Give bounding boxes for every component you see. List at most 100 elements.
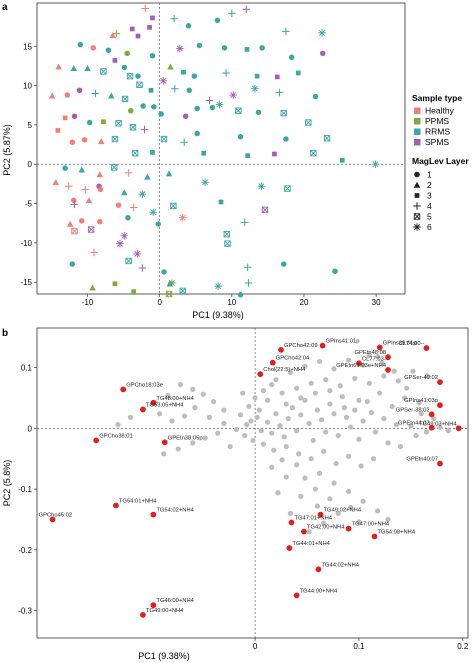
highlighted-point xyxy=(150,511,157,518)
marker-shape xyxy=(111,164,118,171)
marker-shape xyxy=(161,269,167,275)
point-label: CL74:00-- xyxy=(399,341,425,347)
data-point xyxy=(90,248,98,257)
marker-shape xyxy=(165,290,173,298)
background-point xyxy=(269,381,275,388)
marker-shape xyxy=(259,45,265,51)
data-point xyxy=(323,135,331,142)
data-point xyxy=(135,73,141,79)
background-point xyxy=(294,462,300,468)
marker-shape xyxy=(255,109,262,116)
x-tick-label: 0.2 xyxy=(457,642,469,651)
data-point xyxy=(237,133,244,140)
background-point xyxy=(416,400,422,406)
marker-shape xyxy=(237,292,244,298)
marker-shape xyxy=(413,213,421,220)
marker-shape xyxy=(90,248,98,257)
data-point xyxy=(85,197,93,204)
point-label: CL77:03-- xyxy=(362,356,388,362)
highlighted-point xyxy=(423,345,430,351)
data-point xyxy=(129,124,137,131)
data-point xyxy=(91,89,100,98)
legend-sample-label: SPMS xyxy=(425,137,449,147)
marker-shape xyxy=(71,197,77,204)
marker-shape xyxy=(166,280,174,287)
legend-swatch xyxy=(414,118,421,125)
marker-shape xyxy=(235,107,242,114)
data-point xyxy=(141,4,149,13)
background-point xyxy=(352,375,358,382)
marker-shape xyxy=(170,14,178,23)
data-point xyxy=(105,47,112,53)
marker-shape xyxy=(144,173,151,180)
y-axis-label-a: PC2 (5.87%) xyxy=(2,124,12,176)
data-point xyxy=(274,74,280,80)
legend-layer-marker xyxy=(414,171,420,178)
background-point xyxy=(381,415,387,422)
background-points-b xyxy=(115,352,451,535)
background-point xyxy=(127,414,134,420)
data-point xyxy=(243,263,252,272)
background-point xyxy=(190,386,196,392)
data-point xyxy=(229,91,238,99)
marker-shape xyxy=(280,109,287,117)
marker-shape xyxy=(109,31,117,38)
marker-shape xyxy=(191,73,198,79)
marker-shape xyxy=(148,87,154,93)
data-point xyxy=(181,69,186,75)
background-point xyxy=(323,429,329,435)
x-ticks-b: 0 0.1 0.2 xyxy=(253,638,469,651)
marker-shape xyxy=(111,135,118,143)
marker-shape xyxy=(111,164,118,171)
data-point xyxy=(112,29,121,38)
marker-shape xyxy=(97,186,104,193)
highlighted-point xyxy=(140,612,146,618)
data-point xyxy=(101,119,106,125)
background-point xyxy=(281,434,287,440)
data-point xyxy=(167,63,174,70)
panel-letter-a: a xyxy=(2,2,8,13)
point-label: TG54:08+NH4 xyxy=(378,529,416,535)
background-point xyxy=(358,463,364,469)
marker-shape xyxy=(194,130,200,137)
data-point xyxy=(272,151,277,157)
marker-shape xyxy=(182,113,189,120)
marker-shape xyxy=(272,151,277,157)
data-point xyxy=(131,289,137,294)
background-point xyxy=(242,432,248,439)
point-label: Chol(22:5)+NH4 xyxy=(263,367,306,373)
marker-shape xyxy=(129,26,135,32)
marker-shape xyxy=(48,92,56,99)
point-label: GPIns41:01p xyxy=(326,339,360,345)
data-point xyxy=(158,111,164,117)
background-point xyxy=(408,423,414,429)
legend-sample-title: Sample type xyxy=(412,93,462,103)
background-point xyxy=(227,443,233,450)
marker-shape xyxy=(179,287,186,295)
marker-shape xyxy=(413,181,421,188)
point-label: TG48:00+NH4 xyxy=(156,396,194,402)
point-label: TG53:05+NH4 xyxy=(146,402,184,408)
background-point xyxy=(273,411,279,417)
marker-shape xyxy=(151,104,157,110)
highlighted-point xyxy=(278,346,284,353)
highlighted-point xyxy=(315,566,322,573)
marker-shape xyxy=(69,139,76,145)
background-point xyxy=(360,418,366,424)
point-label: GPCho42:09 xyxy=(284,343,318,349)
data-point xyxy=(64,182,73,191)
zero-lines-a xyxy=(37,3,405,294)
point-label: GPIns39:01p xyxy=(383,340,417,346)
y-tick-label: -10 xyxy=(20,239,32,248)
background-point xyxy=(161,451,167,457)
point-label: TG49:02+NH4 xyxy=(324,508,362,514)
y-tick-label: 0 xyxy=(28,424,33,433)
marker-shape xyxy=(257,182,266,191)
marker-shape xyxy=(78,218,85,224)
marker-shape xyxy=(149,52,156,59)
point-label: GPCho42:04 xyxy=(276,356,310,362)
background-point xyxy=(397,443,404,450)
point-label: GPEtn61:03e+NH4 xyxy=(336,363,387,369)
background-point xyxy=(165,392,171,399)
background-point xyxy=(271,447,277,453)
